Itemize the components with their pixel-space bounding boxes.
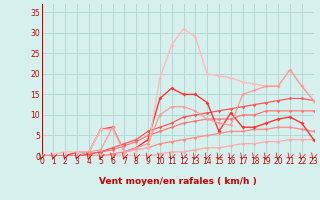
X-axis label: Vent moyen/en rafales ( km/h ): Vent moyen/en rafales ( km/h ): [99, 178, 256, 186]
